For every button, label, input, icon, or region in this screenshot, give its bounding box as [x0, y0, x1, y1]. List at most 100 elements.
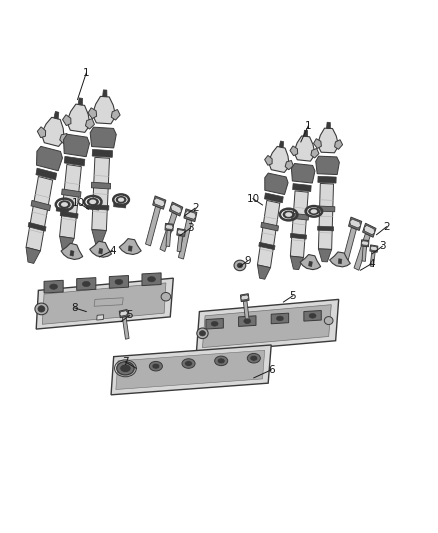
Polygon shape: [349, 217, 362, 230]
Polygon shape: [122, 317, 129, 339]
Polygon shape: [36, 147, 63, 171]
Polygon shape: [90, 241, 112, 257]
Text: 3: 3: [379, 241, 385, 252]
Polygon shape: [142, 273, 161, 286]
Ellipse shape: [58, 200, 71, 208]
Ellipse shape: [217, 358, 225, 364]
Polygon shape: [64, 156, 85, 166]
Polygon shape: [61, 243, 83, 260]
Polygon shape: [185, 211, 196, 219]
Polygon shape: [36, 168, 57, 180]
Ellipse shape: [237, 263, 243, 268]
Polygon shape: [318, 249, 332, 262]
Polygon shape: [62, 189, 81, 197]
Polygon shape: [258, 200, 280, 268]
Ellipse shape: [87, 198, 99, 206]
Ellipse shape: [185, 361, 192, 367]
Polygon shape: [26, 247, 40, 263]
Polygon shape: [166, 230, 171, 246]
Ellipse shape: [211, 321, 218, 326]
Polygon shape: [36, 278, 173, 329]
Polygon shape: [92, 96, 116, 124]
Polygon shape: [318, 226, 334, 231]
Text: 4: 4: [109, 246, 116, 256]
Ellipse shape: [324, 317, 333, 325]
Polygon shape: [304, 130, 307, 136]
Ellipse shape: [115, 279, 123, 285]
Polygon shape: [92, 149, 113, 157]
Polygon shape: [119, 239, 141, 254]
Polygon shape: [350, 219, 360, 228]
Ellipse shape: [309, 313, 316, 318]
Text: 4: 4: [368, 259, 374, 269]
Polygon shape: [290, 146, 298, 156]
Polygon shape: [240, 294, 249, 302]
Polygon shape: [60, 211, 78, 218]
Polygon shape: [92, 230, 106, 244]
Text: 3: 3: [187, 223, 194, 233]
Polygon shape: [64, 134, 89, 157]
Polygon shape: [153, 196, 166, 209]
Ellipse shape: [116, 196, 127, 204]
Polygon shape: [279, 141, 284, 148]
Polygon shape: [342, 228, 357, 264]
Ellipse shape: [152, 364, 160, 369]
Polygon shape: [171, 204, 181, 214]
Ellipse shape: [182, 359, 195, 368]
Polygon shape: [206, 318, 223, 329]
Polygon shape: [160, 212, 177, 252]
Polygon shape: [335, 140, 343, 149]
Polygon shape: [42, 283, 166, 324]
Polygon shape: [338, 259, 342, 264]
Polygon shape: [363, 223, 376, 237]
Polygon shape: [318, 128, 339, 153]
Ellipse shape: [311, 209, 317, 214]
Polygon shape: [290, 233, 307, 239]
Polygon shape: [41, 117, 64, 147]
Text: 6: 6: [268, 365, 275, 375]
Polygon shape: [102, 90, 107, 97]
Polygon shape: [309, 261, 312, 266]
Text: 7: 7: [122, 357, 129, 367]
Polygon shape: [268, 147, 289, 173]
Polygon shape: [243, 301, 250, 324]
Ellipse shape: [120, 364, 131, 373]
Polygon shape: [94, 298, 123, 306]
Text: 8: 8: [71, 303, 78, 313]
Polygon shape: [92, 182, 111, 189]
Polygon shape: [370, 246, 378, 251]
Polygon shape: [37, 127, 46, 138]
Polygon shape: [364, 225, 374, 235]
Polygon shape: [60, 236, 74, 252]
Polygon shape: [87, 205, 99, 210]
Ellipse shape: [244, 319, 251, 324]
Text: 2: 2: [383, 222, 390, 232]
Polygon shape: [90, 127, 116, 148]
Ellipse shape: [35, 303, 48, 315]
Polygon shape: [370, 252, 375, 266]
Polygon shape: [31, 200, 50, 211]
Polygon shape: [44, 280, 63, 293]
Ellipse shape: [197, 328, 208, 338]
Polygon shape: [110, 276, 128, 288]
Polygon shape: [239, 316, 256, 326]
Polygon shape: [77, 278, 96, 290]
Polygon shape: [318, 206, 335, 212]
Polygon shape: [318, 183, 333, 249]
Ellipse shape: [149, 361, 162, 371]
Polygon shape: [304, 311, 321, 321]
Polygon shape: [290, 256, 304, 270]
Polygon shape: [97, 315, 104, 320]
Text: 2: 2: [192, 203, 198, 213]
Polygon shape: [111, 345, 271, 395]
Ellipse shape: [118, 198, 124, 202]
Polygon shape: [265, 193, 283, 203]
Text: 5: 5: [290, 290, 296, 301]
Polygon shape: [60, 133, 69, 143]
Polygon shape: [361, 241, 369, 245]
Polygon shape: [165, 224, 173, 229]
Ellipse shape: [82, 281, 90, 287]
Polygon shape: [294, 136, 315, 161]
Polygon shape: [91, 205, 109, 210]
Ellipse shape: [49, 284, 57, 289]
